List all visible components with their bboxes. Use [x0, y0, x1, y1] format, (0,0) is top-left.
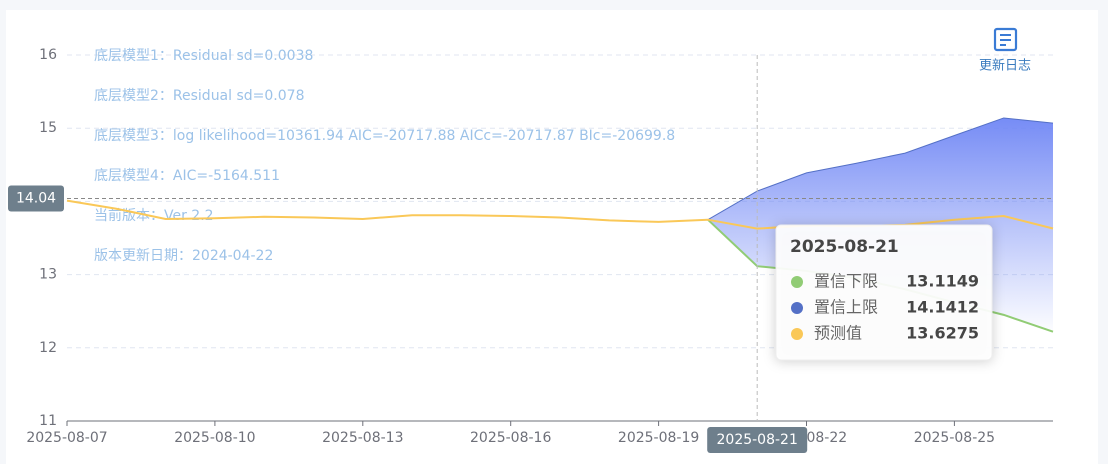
pointer-label-x: 2025-08-21	[717, 432, 798, 448]
y-tick-label: 13	[39, 267, 57, 283]
tooltip: 2025-08-21 置信下限 13.1149 置信上限 14.1412 预测值 13.62…	[775, 224, 993, 361]
tooltip-dot	[791, 276, 803, 288]
y-tick-label: 16	[39, 47, 57, 63]
tooltip-title: 2025-08-21	[790, 237, 899, 257]
toolbox-label[interactable]: 更新日志	[979, 58, 1031, 74]
tooltip-name: 置信上限	[814, 298, 878, 317]
tooltip-dot	[791, 302, 803, 314]
toolbox[interactable]: 更新日志	[979, 27, 1031, 74]
y-tick-label: 12	[39, 340, 57, 356]
annotation: 底层模型2：Residual sd=0.078	[94, 88, 304, 104]
series-line	[707, 117, 1054, 221]
tooltip-box	[775, 224, 993, 361]
tooltip-value: 14.1412	[906, 298, 979, 317]
pointer-label-y: 14.04	[16, 190, 56, 206]
tooltip-name: 置信下限	[814, 272, 878, 291]
x-tick-label: 2025-08-25	[914, 430, 995, 446]
annotation: 底层模型1：Residual sd=0.0038	[94, 48, 313, 64]
annotation: 底层模型3：log likelihood=10361.94 AIC=-20717…	[94, 128, 675, 144]
x-tick-label: 2025-08-16	[470, 430, 551, 446]
x-tick-label: 2025-08-07	[26, 430, 107, 446]
tooltip-value: 13.1149	[906, 272, 979, 291]
y-tick-label: 11	[39, 413, 57, 429]
annotation: 版本更新日期：2024-04-22	[94, 248, 273, 264]
y-tick-label: 15	[39, 120, 57, 136]
pointer-label-x-bg	[707, 427, 808, 453]
x-tick-label: 2025-08-10	[174, 430, 255, 446]
tooltip-dot	[791, 328, 803, 340]
annotation: 底层模型4：AIC=-5164.511	[94, 168, 280, 184]
x-tick-label: 2025-08-19	[618, 430, 699, 446]
pointer-label-y-bg	[8, 185, 64, 212]
tooltip-name: 预测值	[814, 324, 862, 343]
toolbox-icon[interactable]	[993, 27, 1018, 52]
tooltip-value: 13.6275	[906, 324, 979, 343]
x-tick-label: 2025-08-13	[322, 430, 403, 446]
